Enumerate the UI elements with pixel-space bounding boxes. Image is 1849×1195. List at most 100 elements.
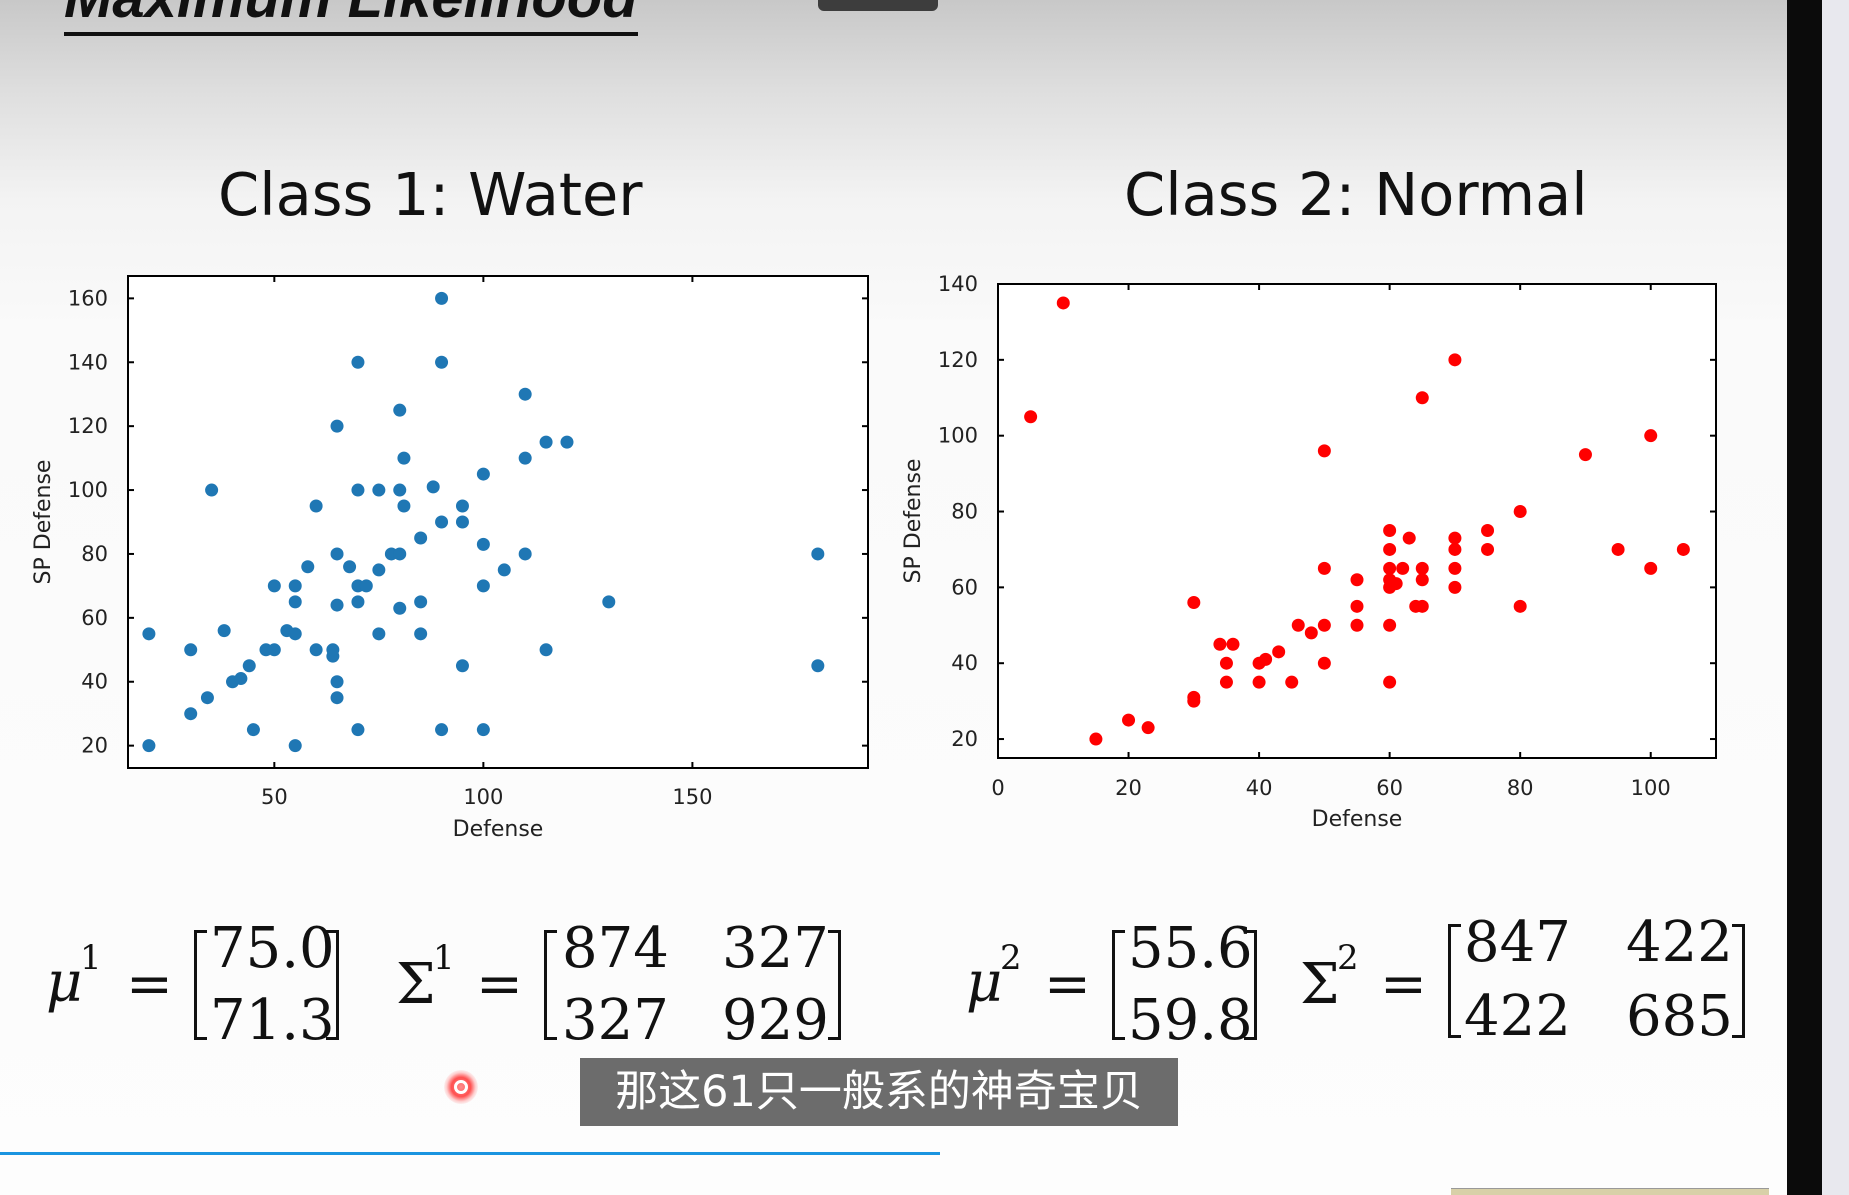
cursor-pointer-icon: [444, 1070, 478, 1104]
top-handle[interactable]: [818, 0, 938, 11]
chart1-xtick-label: 100: [463, 785, 503, 809]
chart1-point: [455, 659, 469, 673]
chart1-point: [301, 560, 315, 574]
chart2-point: [1415, 573, 1429, 587]
sigma2-a21: 422: [1464, 984, 1571, 1049]
chart2-ytick-label: 80: [951, 500, 978, 524]
chart1-point: [455, 515, 469, 529]
chart1-point: [397, 499, 411, 513]
chart2-xtick-label: 80: [1507, 776, 1534, 800]
sigma1-a12: 327: [722, 916, 829, 981]
chart2-point: [1259, 652, 1273, 666]
chart2-point: [1219, 656, 1233, 670]
mu1-equals: =: [126, 952, 173, 1017]
sigma1-symbol: Σ: [396, 952, 436, 1017]
chart1-point: [330, 547, 344, 561]
chart1-point: [359, 579, 373, 593]
chart2-point: [1252, 675, 1266, 689]
video-progress-bar[interactable]: [0, 1152, 940, 1155]
chart1-point: [330, 598, 344, 612]
chart1-point: [393, 601, 407, 615]
chart2-point: [1285, 675, 1299, 689]
chart1-point: [435, 291, 449, 305]
mu1-right-bracket: [326, 930, 339, 1040]
chart2-point: [1513, 505, 1527, 519]
chart1-point: [326, 643, 340, 657]
sigma2-right-bracket: [1732, 924, 1745, 1038]
mu2-value-1: 55.6: [1128, 916, 1253, 981]
chart2-point: [1291, 618, 1305, 632]
chart2-point: [1383, 618, 1397, 632]
chart1-point: [343, 560, 357, 574]
mu2-right-bracket: [1244, 930, 1257, 1040]
chart2-point: [1089, 732, 1103, 746]
chart1-ytick-label: 60: [81, 606, 108, 630]
chart2-ytick-label: 20: [951, 727, 978, 751]
chart2-ytick-label: 40: [951, 651, 978, 675]
chart2-point: [1396, 561, 1410, 575]
chart1-point: [309, 499, 323, 513]
chart2-point: [1187, 690, 1201, 704]
mu2-left-bracket: [1112, 930, 1125, 1040]
chart1-point: [811, 547, 825, 561]
chart2-point: [1644, 561, 1658, 575]
chart2-point: [1122, 713, 1136, 727]
chart2-xlabel: Defense: [1312, 807, 1403, 832]
chart2-point: [1141, 721, 1155, 735]
chart1-ytick-label: 120: [68, 414, 108, 438]
chart1-point: [288, 579, 302, 593]
chart2-point: [1187, 596, 1201, 610]
chart2-point: [1383, 675, 1397, 689]
chart2-point: [1448, 580, 1462, 594]
chart1-point: [397, 451, 411, 465]
chart2-point: [1644, 429, 1658, 443]
mu2-symbol: μ: [966, 950, 1003, 1015]
mu1-value-2: 71.3: [210, 988, 335, 1053]
chart2-point: [1272, 645, 1286, 659]
chart1-point: [184, 643, 198, 657]
chart1-ytick-label: 80: [81, 542, 108, 566]
chart1-point: [476, 537, 490, 551]
chart1-title: Class 1: Water: [218, 160, 643, 229]
sigma2-a11: 847: [1464, 910, 1571, 975]
chart1-plot-area: [127, 275, 869, 769]
scroll-strip[interactable]: [1822, 0, 1849, 1195]
chart1-ytick-label: 100: [68, 478, 108, 502]
chart1-point: [497, 563, 511, 577]
chart1-point: [372, 483, 386, 497]
chart1-point: [518, 387, 532, 401]
chart2-point: [1402, 531, 1416, 545]
sigma2-superscript: 2: [1337, 938, 1359, 978]
chart2-point: [1317, 444, 1331, 458]
mu1-symbol: μ: [46, 950, 83, 1015]
chart1-point: [288, 739, 302, 753]
sigma1-equals: =: [476, 952, 523, 1017]
chart2-point: [1611, 542, 1625, 556]
chart2-point: [1383, 561, 1397, 575]
chart1-ylabel: SP Defense: [31, 460, 56, 585]
chart1-point: [288, 595, 302, 609]
chart2-point: [1383, 542, 1397, 556]
chart2-point: [1350, 618, 1364, 632]
sigma2-equals: =: [1380, 952, 1427, 1017]
chart1-point: [351, 355, 365, 369]
chart1-scatter: 50 100 150 20 40 60 80 100 120 140 160 Defense SP De…: [31, 275, 869, 842]
chart1-point: [393, 483, 407, 497]
chart1-point: [435, 723, 449, 737]
chart1-point: [330, 691, 344, 705]
sigma1-a21: 327: [562, 988, 669, 1053]
chart1-point: [351, 723, 365, 737]
chart1-point: [330, 675, 344, 689]
chart2-point: [1676, 542, 1690, 556]
chart2-ytick-label: 120: [938, 348, 978, 372]
chart1-point: [414, 595, 428, 609]
chart2-point: [1226, 637, 1240, 651]
chart2-point: [1415, 599, 1429, 613]
chart1-point: [217, 624, 231, 638]
chart2-ytick-label: 140: [938, 272, 978, 296]
bottom-panel-edge: [1451, 1188, 1769, 1195]
mu1-value-1: 75.0: [210, 916, 335, 981]
chart1-ytick-label: 140: [68, 350, 108, 374]
video-subtitle: 那这61只一般系的神奇宝贝: [580, 1058, 1178, 1126]
chart2-point: [1213, 637, 1227, 651]
